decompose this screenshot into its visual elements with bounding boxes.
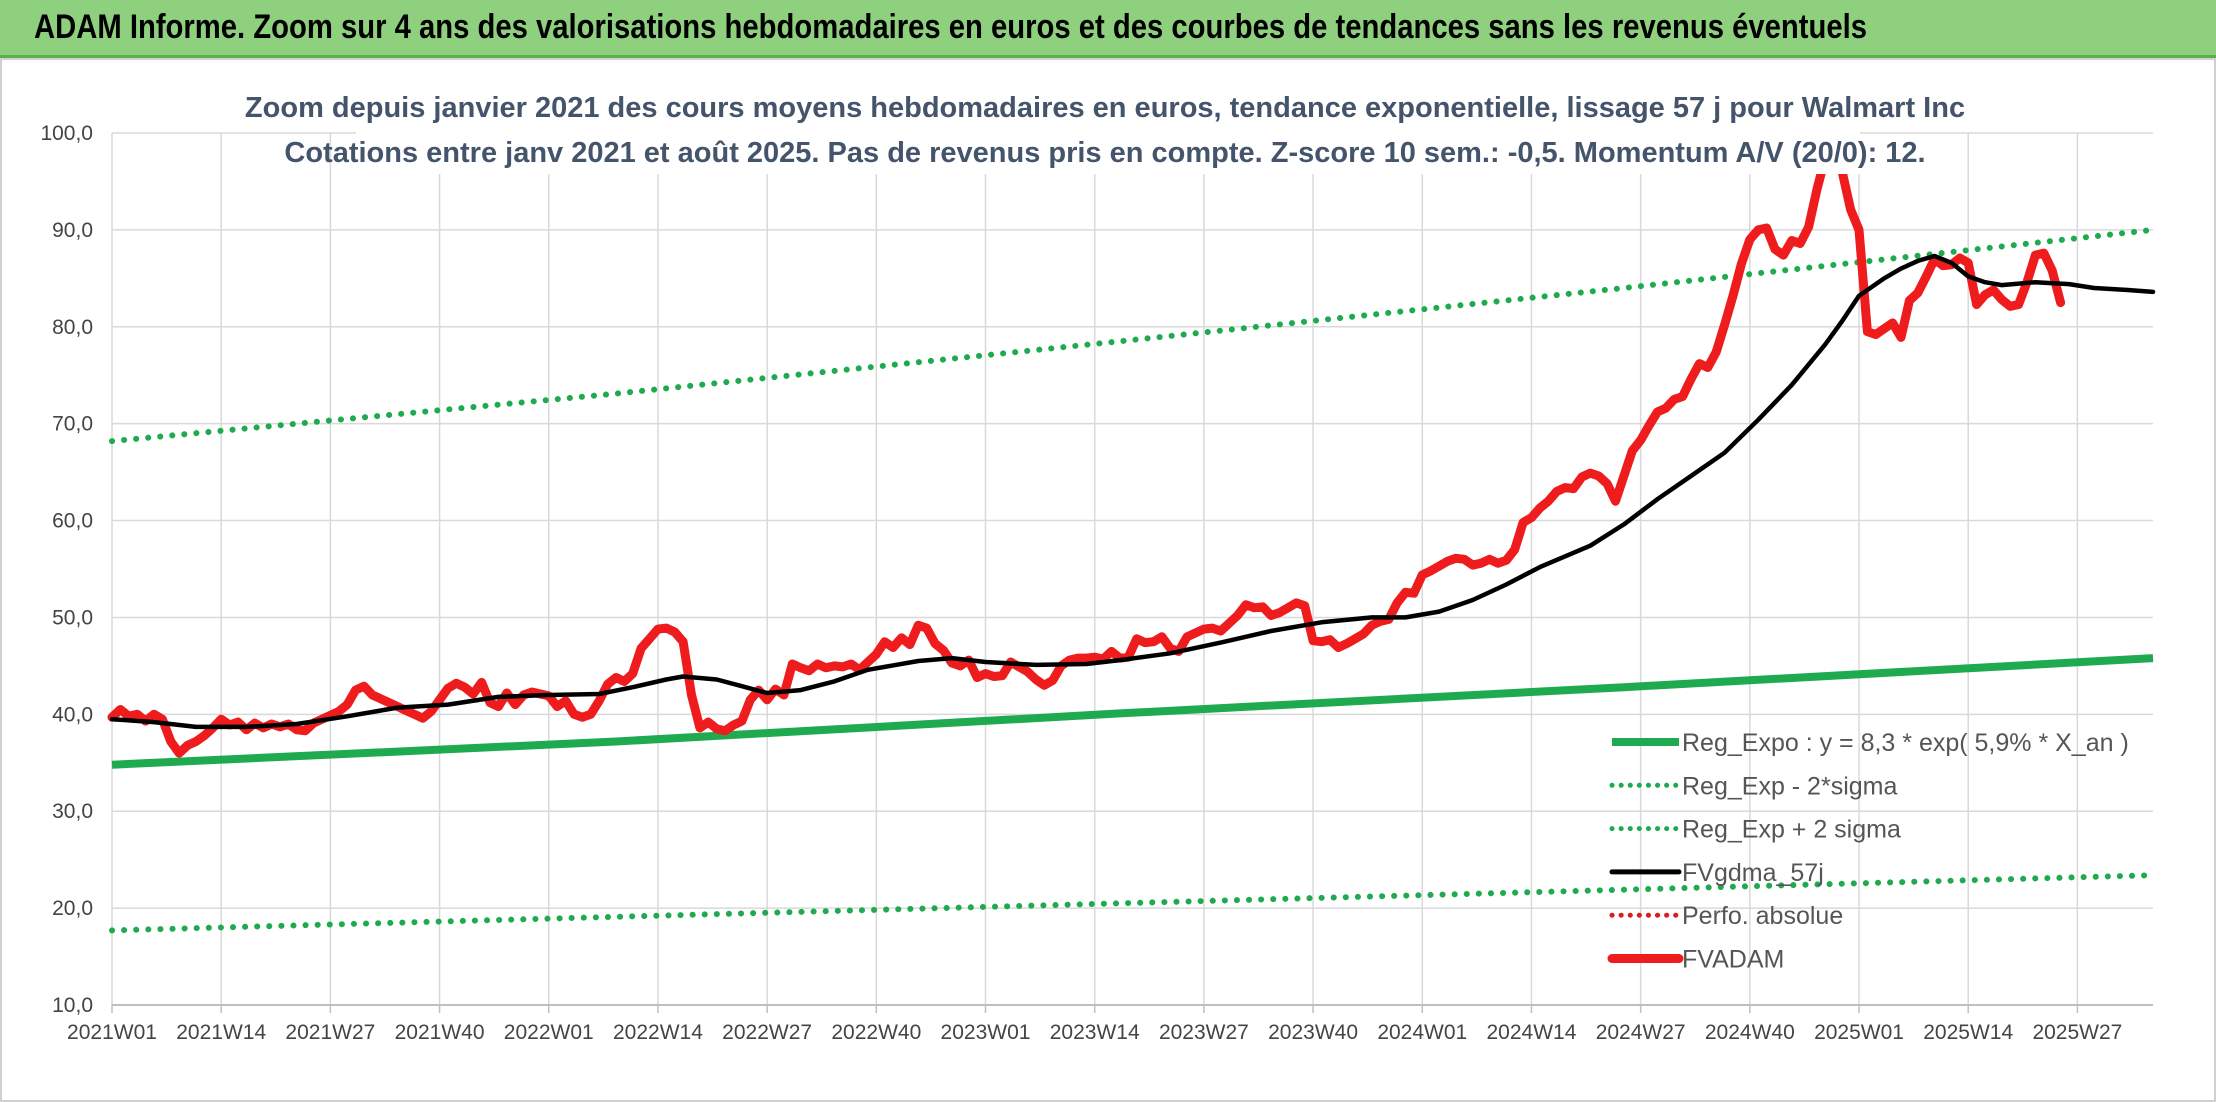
y-tick-label: 60,0 [52, 510, 93, 533]
x-tick-label: 2025W14 [1923, 1021, 2013, 1044]
x-tick-label: 2022W01 [504, 1021, 594, 1044]
legend-label: Reg_Exp + 2 sigma [1682, 816, 1901, 844]
report-title: ADAM Informe. Zoom sur 4 ans des valoris… [34, 8, 1867, 46]
x-tick-label: 2021W40 [395, 1021, 485, 1044]
chart-series [107, 132, 2156, 934]
legend-label: FVADAM [1682, 946, 1784, 974]
y-tick-label: 50,0 [52, 606, 93, 629]
series-line-3 [109, 253, 2156, 730]
x-tick-label: 2024W14 [1487, 1021, 1577, 1044]
report-header-bar: ADAM Informe. Zoom sur 4 ans des valoris… [0, 0, 2216, 58]
x-tick-label: 2021W14 [176, 1021, 266, 1044]
chart-title: Zoom depuis janvier 2021 des cours moyen… [245, 92, 1965, 124]
legend-label: Reg_Exp - 2*sigma [1682, 772, 1897, 800]
series-line-1 [109, 872, 2156, 934]
y-tick-label: 70,0 [52, 413, 93, 436]
y-axis-ticks: 100,0 90,0 80,0 70,0 60,0 50,0 40,0 30,0 20,0 10,… [40, 122, 93, 1017]
series-line-2 [109, 226, 2156, 445]
x-tick-label: 2021W01 [67, 1021, 157, 1044]
x-tick-label: 2023W14 [1050, 1021, 1140, 1044]
legend-label: Perfo. absolue [1682, 902, 1843, 930]
x-tick-label: 2022W14 [613, 1021, 703, 1044]
x-tick-label: 2023W40 [1268, 1021, 1358, 1044]
x-tick-label: 2023W27 [1159, 1021, 1249, 1044]
chart-legend: Reg_Expo : y = 8,3 * exp( 5,9% * X_an ) R… [1607, 729, 2129, 974]
chart-title-background [356, 92, 1860, 174]
x-tick-label: 2021W27 [285, 1021, 375, 1044]
legend-label: Reg_Expo : y = 8,3 * exp( 5,9% * X_an ) [1682, 729, 2129, 757]
y-tick-label: 30,0 [52, 800, 93, 823]
legend-label: FVgdma_57j [1682, 859, 1824, 887]
x-tick-label: 2022W27 [722, 1021, 812, 1044]
chart-frame [0, 58, 2216, 1102]
x-axis-ticks: 2021W01 2021W14 2021W27 2021W40 2022W01 2022W… [67, 1004, 2153, 1044]
y-tick-label: 90,0 [52, 219, 93, 242]
x-tick-label: 2023W01 [941, 1021, 1031, 1044]
x-tick-label: 2025W01 [1814, 1021, 1904, 1044]
x-tick-label: 2024W01 [1377, 1021, 1467, 1044]
y-tick-label: 80,0 [52, 316, 93, 339]
y-tick-label: 10,0 [52, 994, 93, 1017]
y-tick-label: 40,0 [52, 703, 93, 726]
x-tick-label: 2022W40 [831, 1021, 921, 1044]
x-tick-label: 2024W27 [1596, 1021, 1686, 1044]
y-tick-label: 100,0 [40, 122, 93, 145]
x-tick-label: 2025W27 [2032, 1021, 2122, 1044]
chart-subtitle: Cotations entre janv 2021 et août 2025. … [284, 137, 1925, 169]
series-line-0 [111, 654, 2154, 769]
y-tick-label: 20,0 [52, 897, 93, 920]
x-tick-label: 2024W40 [1705, 1021, 1795, 1044]
